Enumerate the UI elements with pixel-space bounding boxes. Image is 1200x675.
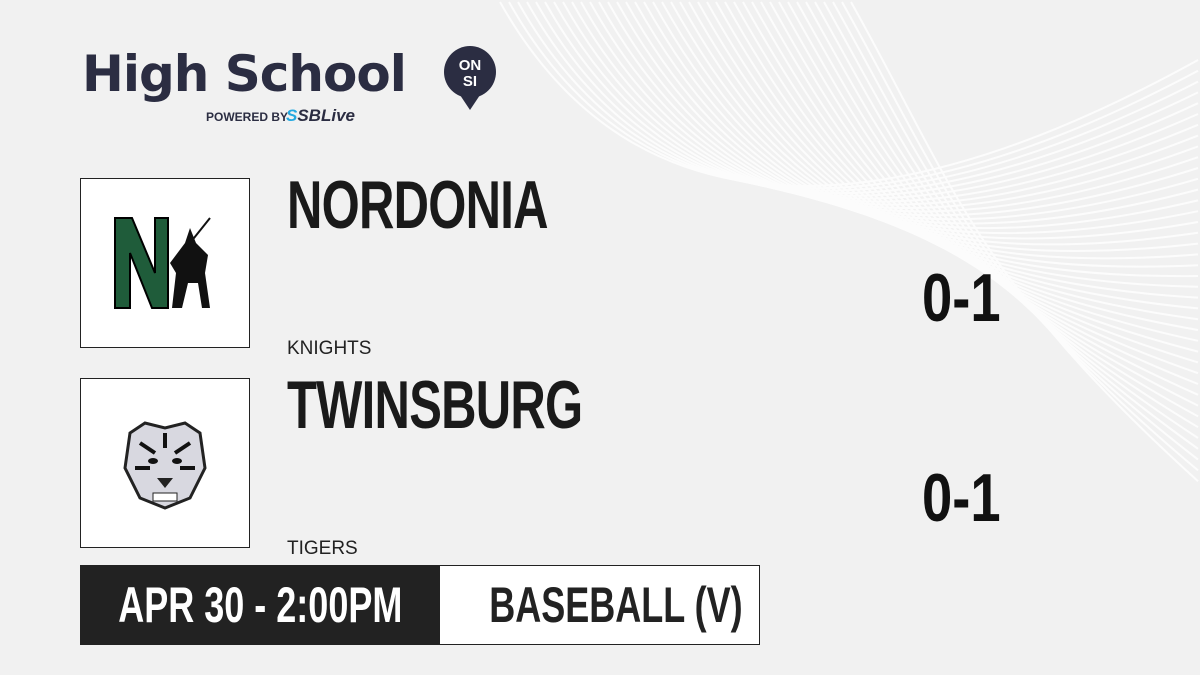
wave-line bbox=[670, 1, 1199, 268]
on-si-pin-icon: ON SI bbox=[444, 46, 496, 110]
game-datetime: APR 30 - 2:00PM bbox=[81, 566, 440, 644]
wave-line bbox=[814, 1, 1199, 439]
team-logo-nordonia bbox=[80, 178, 250, 348]
team-mascot: TIGERS bbox=[287, 538, 358, 559]
wave-line bbox=[823, 1, 1199, 450]
team-score: 0-1 bbox=[922, 260, 1001, 336]
wave-line bbox=[724, 1, 1199, 331]
game-info-bar: APR 30 - 2:00PM BASEBALL (V) bbox=[80, 565, 760, 645]
team-score: 0-1 bbox=[922, 460, 1001, 536]
powered-by: POWERED BY bbox=[206, 110, 289, 124]
team-logo-twinsburg bbox=[80, 378, 250, 548]
game-sport: BASEBALL (V) bbox=[489, 577, 743, 633]
wave-line bbox=[688, 1, 1199, 288]
wave-line bbox=[526, 1, 1199, 195]
wave-line bbox=[769, 1, 1199, 385]
wave-line bbox=[706, 1, 1199, 310]
wave-line bbox=[625, 1, 1199, 235]
sblive-mark-icon: S bbox=[286, 106, 298, 125]
tiger-logo-icon bbox=[123, 421, 207, 510]
brand-title: High School bbox=[82, 45, 407, 103]
team-name: NORDONIA bbox=[287, 167, 549, 243]
svg-text:ON: ON bbox=[459, 57, 482, 74]
knight-logo-icon bbox=[114, 217, 211, 309]
brand-logo: High School bbox=[82, 44, 407, 104]
wave-line bbox=[841, 1, 1199, 472]
wave-line bbox=[796, 1, 1199, 418]
wave-line bbox=[553, 1, 1199, 203]
wave-line bbox=[778, 1, 1199, 396]
wave-line bbox=[598, 1, 1199, 221]
wave-line bbox=[733, 1, 1199, 342]
wave-line bbox=[571, 1, 1199, 209]
wave-line bbox=[697, 1, 1199, 299]
wave-line bbox=[787, 1, 1199, 407]
wave-line bbox=[832, 1, 1199, 461]
wave-line bbox=[751, 1, 1199, 364]
wave-line bbox=[661, 1, 1199, 260]
svg-text:SI: SI bbox=[463, 73, 477, 90]
wave-line bbox=[652, 1, 1199, 252]
wave-line bbox=[742, 1, 1199, 353]
wave-line bbox=[607, 1, 1199, 225]
wave-line bbox=[616, 1, 1199, 229]
team-name: TWINSBURG bbox=[287, 367, 583, 443]
wave-line bbox=[715, 1, 1199, 321]
wave-line bbox=[634, 1, 1199, 240]
wave-line bbox=[850, 1, 1199, 482]
wave-line bbox=[760, 1, 1199, 375]
sblive-logo: SSBLive bbox=[286, 106, 355, 125]
wave-line bbox=[679, 1, 1199, 278]
wave-line bbox=[643, 1, 1199, 246]
wave-line bbox=[805, 1, 1199, 429]
team-mascot: KNIGHTS bbox=[287, 338, 372, 359]
